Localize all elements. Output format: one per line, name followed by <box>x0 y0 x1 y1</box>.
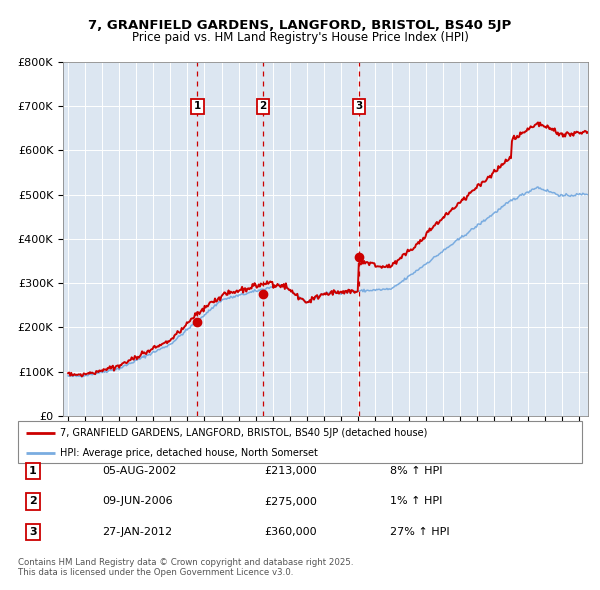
Text: 2: 2 <box>259 101 267 111</box>
Text: Price paid vs. HM Land Registry's House Price Index (HPI): Price paid vs. HM Land Registry's House … <box>131 31 469 44</box>
Text: 1: 1 <box>194 101 201 111</box>
Text: 8% ↑ HPI: 8% ↑ HPI <box>390 466 443 476</box>
Text: 27-JAN-2012: 27-JAN-2012 <box>102 527 172 537</box>
Text: Contains HM Land Registry data © Crown copyright and database right 2025.
This d: Contains HM Land Registry data © Crown c… <box>18 558 353 577</box>
Text: 7, GRANFIELD GARDENS, LANGFORD, BRISTOL, BS40 5JP: 7, GRANFIELD GARDENS, LANGFORD, BRISTOL,… <box>88 19 512 32</box>
Text: 09-JUN-2006: 09-JUN-2006 <box>102 497 173 506</box>
Text: HPI: Average price, detached house, North Somerset: HPI: Average price, detached house, Nort… <box>60 448 318 457</box>
Text: 1: 1 <box>29 466 37 476</box>
Text: 1% ↑ HPI: 1% ↑ HPI <box>390 497 442 506</box>
Text: 2: 2 <box>29 497 37 506</box>
Text: £213,000: £213,000 <box>264 466 317 476</box>
Text: £275,000: £275,000 <box>264 497 317 506</box>
Text: 05-AUG-2002: 05-AUG-2002 <box>102 466 176 476</box>
Text: £360,000: £360,000 <box>264 527 317 537</box>
Text: 27% ↑ HPI: 27% ↑ HPI <box>390 527 449 537</box>
Text: 3: 3 <box>355 101 363 111</box>
Text: 7, GRANFIELD GARDENS, LANGFORD, BRISTOL, BS40 5JP (detached house): 7, GRANFIELD GARDENS, LANGFORD, BRISTOL,… <box>60 428 428 438</box>
Text: 3: 3 <box>29 527 37 537</box>
